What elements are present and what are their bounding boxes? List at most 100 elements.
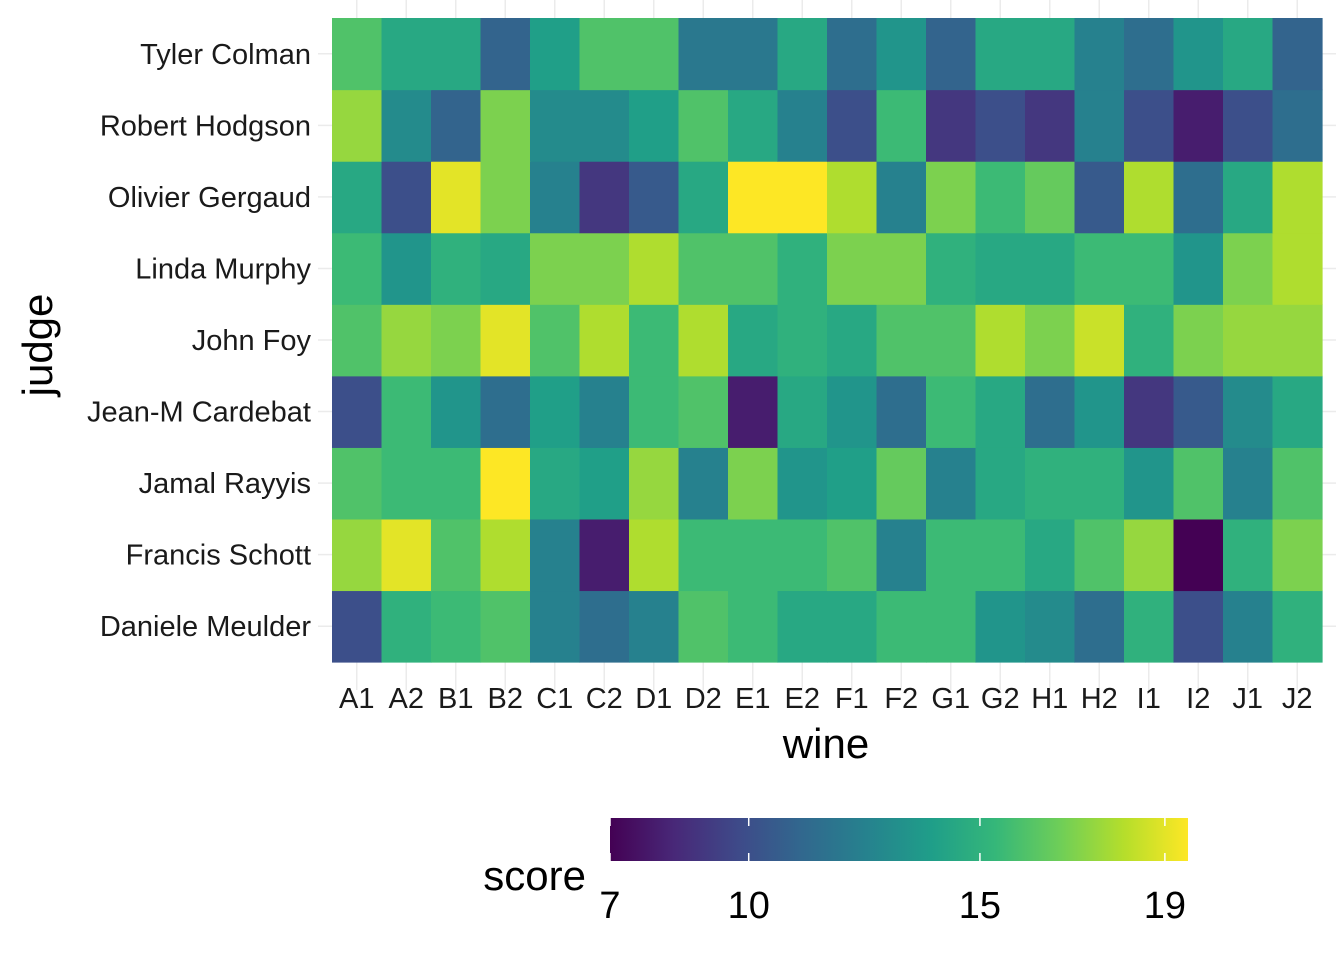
color-legend: score 7 10 15 19 — [483, 818, 1188, 927]
heatmap-cell — [431, 590, 482, 663]
heatmap-cell — [332, 518, 383, 592]
heatmap-cell — [678, 590, 729, 663]
heatmap-cell — [332, 375, 383, 448]
heatmap-cell — [530, 232, 581, 305]
x-axis-title: wine — [782, 720, 869, 767]
heatmap-cell — [876, 89, 927, 162]
x-tick-labels: A1 A2 B1 B2 C1 C2 D1 D2 E1 E2 F1 F2 G1 G2 H1 H2 I1 I2 J1 J2 — [339, 683, 1313, 715]
heatmap-cell — [1074, 18, 1125, 91]
heatmap-cell — [1025, 518, 1076, 592]
heatmap-cell — [1025, 18, 1076, 91]
y-tick-label: Olivier Gergaud — [108, 182, 311, 214]
heatmap-cell — [926, 518, 977, 592]
heatmap-cell — [1025, 375, 1076, 448]
heatmap-cell — [629, 375, 680, 448]
heatmap-cell — [1074, 232, 1125, 305]
heatmap-cell — [678, 447, 729, 520]
x-tick-label: H2 — [1081, 683, 1118, 715]
heatmap-cell — [1074, 518, 1125, 592]
heatmap-cell — [480, 375, 531, 448]
heatmap-cell — [1223, 89, 1274, 162]
x-tick-label: J1 — [1232, 683, 1263, 715]
heatmap-cell — [728, 18, 779, 91]
heatmap-cell — [579, 232, 630, 305]
x-tick-label: I1 — [1137, 683, 1161, 715]
y-tick-label: Robert Hodgson — [100, 110, 311, 142]
heatmap-cell — [1173, 447, 1224, 520]
heatmap-cell — [1272, 232, 1323, 305]
heatmap-cell — [629, 18, 680, 91]
heatmap-cell — [678, 375, 729, 448]
heatmap-cell — [975, 518, 1026, 592]
heatmap-cell — [827, 89, 878, 162]
x-tick-label: F2 — [884, 683, 918, 715]
heatmap-cell — [332, 89, 383, 162]
heatmap-cell — [1272, 375, 1323, 448]
heatmap-cell — [1223, 375, 1274, 448]
heatmap-cell — [975, 232, 1026, 305]
x-tick-label: D2 — [685, 683, 722, 715]
y-tick-label: Jamal Rayyis — [139, 468, 311, 500]
heatmap-cell — [480, 18, 531, 91]
heatmap-cell — [975, 590, 1026, 663]
heatmap-cell — [876, 518, 927, 592]
legend-tick-label: 10 — [728, 885, 770, 927]
heatmap-cell — [1272, 590, 1323, 663]
heatmap-cell — [1223, 447, 1274, 520]
heatmap-cell — [827, 304, 878, 377]
y-axis-title: judge — [14, 294, 61, 399]
y-tick-label: Linda Murphy — [135, 253, 311, 285]
heatmap-cell — [975, 447, 1026, 520]
heatmap-cell — [381, 161, 432, 234]
heatmap-cell — [975, 375, 1026, 448]
heatmap-cell — [678, 304, 729, 377]
x-tick-label: B2 — [488, 683, 523, 715]
y-tick-label: John Foy — [192, 325, 312, 357]
x-tick-label: H1 — [1031, 683, 1068, 715]
heatmap-cell — [629, 304, 680, 377]
heatmap-cell — [678, 232, 729, 305]
y-tick-label: Daniele Meulder — [100, 611, 312, 643]
heatmap-cell — [431, 161, 482, 234]
heatmap-cell — [926, 375, 977, 448]
heatmap-cell — [629, 447, 680, 520]
heatmap-cell — [728, 590, 779, 663]
heatmap-cell — [530, 304, 581, 377]
heatmap-cell — [431, 232, 482, 305]
heatmap-cell — [1074, 304, 1125, 377]
heatmap-cell — [332, 590, 383, 663]
heatmap-cell — [431, 89, 482, 162]
y-tick-labels: Daniele Meulder Francis Schott Jamal Rayyi… — [87, 39, 312, 643]
heatmap-cell — [629, 232, 680, 305]
x-tick-label: B1 — [438, 683, 473, 715]
x-tick-label: A1 — [339, 683, 374, 715]
heatmap-cell — [678, 161, 729, 234]
heatmap-cell — [728, 447, 779, 520]
heatmap-cell — [827, 590, 878, 663]
heatmap-cell — [1025, 161, 1076, 234]
heatmap-cell — [728, 89, 779, 162]
heatmap-cell — [876, 18, 927, 91]
heatmap-cell — [1124, 89, 1175, 162]
heatmap-cell — [332, 447, 383, 520]
heatmap-cell — [530, 18, 581, 91]
heatmap-cell — [1074, 89, 1125, 162]
heatmap-cell — [480, 518, 531, 592]
heatmap-cell — [1272, 447, 1323, 520]
heatmap-cell — [827, 18, 878, 91]
heatmap-cell — [827, 518, 878, 592]
heatmap-cell — [1124, 518, 1175, 592]
heatmap-cell — [381, 590, 432, 663]
heatmap-cell — [530, 89, 581, 162]
heatmap-cell — [480, 232, 531, 305]
heatmap-cell — [1074, 447, 1125, 520]
heatmap-cell — [975, 161, 1026, 234]
heatmap-cell — [530, 590, 581, 663]
heatmap-cell — [728, 518, 779, 592]
heatmap-cell — [678, 89, 729, 162]
heatmap-cell — [876, 304, 927, 377]
heatmap-cell — [728, 375, 779, 448]
heatmap-cell — [827, 161, 878, 234]
heatmap-cell — [876, 375, 927, 448]
heatmap-cell — [1272, 161, 1323, 234]
